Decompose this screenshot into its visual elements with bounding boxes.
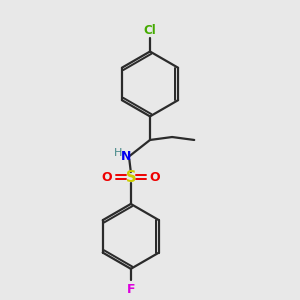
Text: H: H: [114, 148, 122, 158]
Text: N: N: [121, 150, 132, 163]
Text: Cl: Cl: [144, 24, 156, 37]
Text: S: S: [126, 170, 136, 185]
Text: O: O: [101, 171, 112, 184]
Text: O: O: [150, 171, 160, 184]
Text: F: F: [127, 283, 135, 296]
